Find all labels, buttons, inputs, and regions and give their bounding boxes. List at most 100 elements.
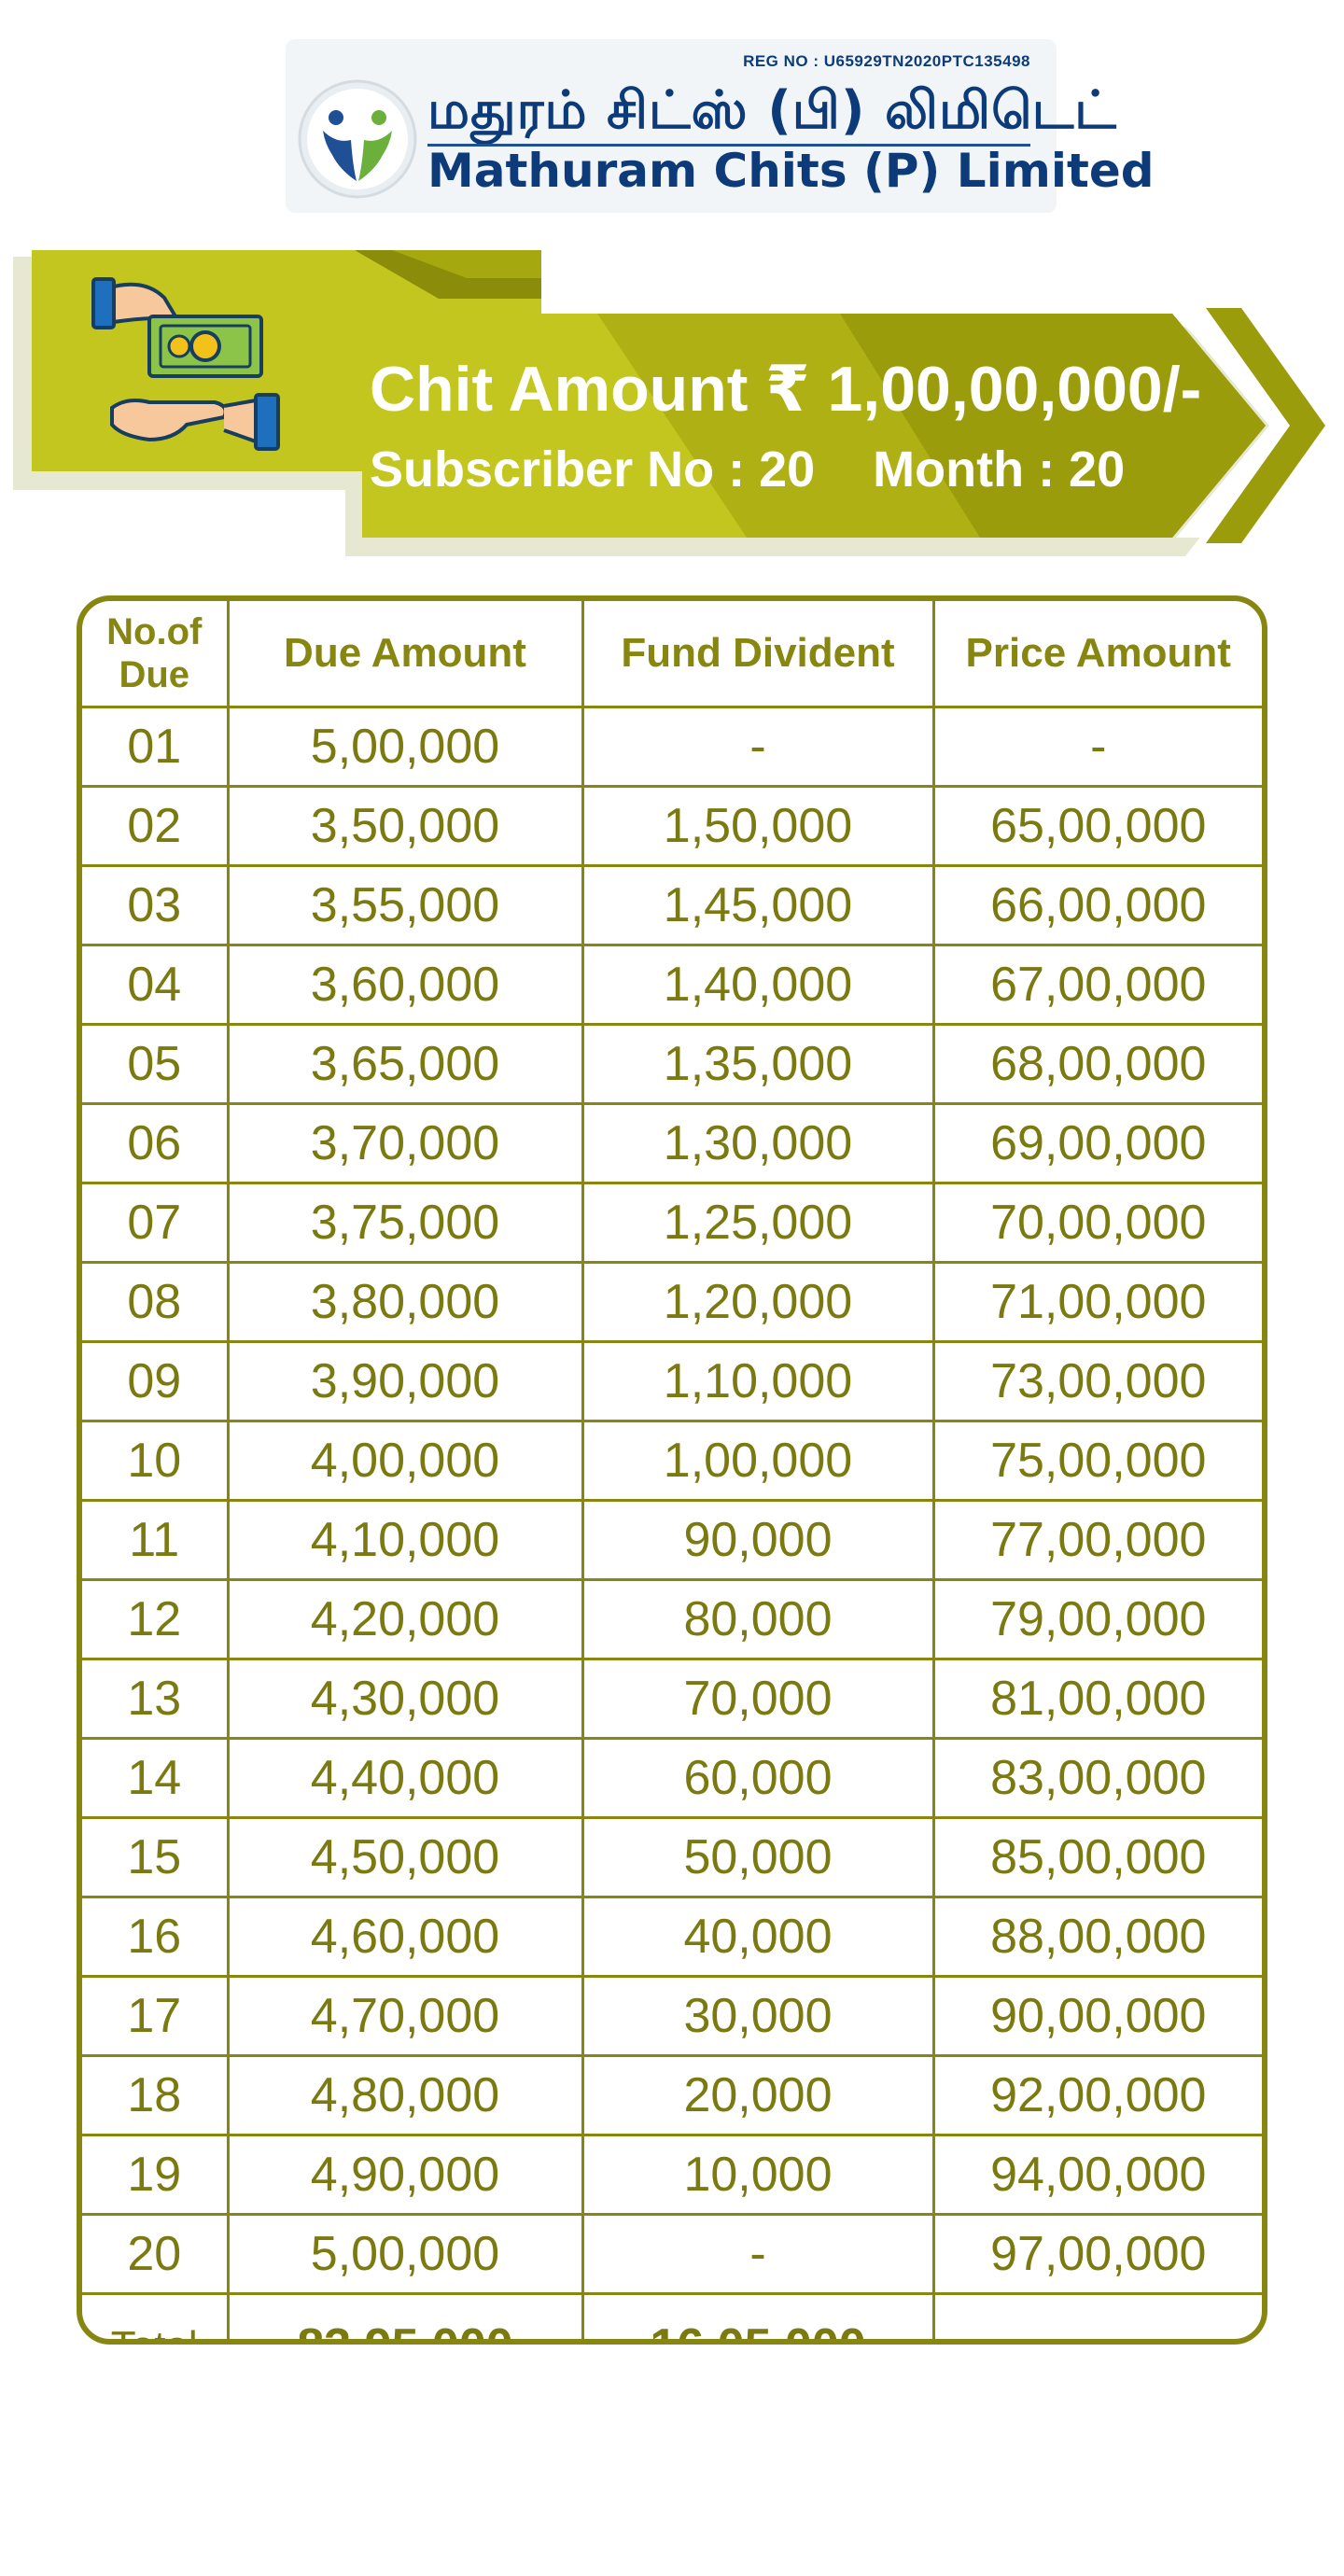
cell-due-amount: 4,70,000 (226, 1975, 584, 2057)
header-due-amount: Due Amount (226, 601, 584, 708)
chit-amount-heading: Chit Amount ₹ 1,00,00,000/- (370, 354, 1202, 425)
table-row: 12 4,20,000 80,000 79,00,000 (82, 1578, 1262, 1660)
cell-due-amount: 5,00,000 (226, 706, 584, 788)
cell-fund-divident: 1,35,000 (581, 1023, 935, 1105)
cell-no-of-due: 03 (82, 864, 230, 946)
cell-due-amount: 5,00,000 (226, 2213, 584, 2295)
total-due-amount: 83,95,000 (226, 2292, 584, 2339)
header-fund-divident: Fund Divident (581, 601, 935, 708)
cell-fund-divident: 70,000 (581, 1658, 935, 1740)
cell-due-amount: 4,80,000 (226, 2054, 584, 2136)
cell-price-amount: 94,00,000 (931, 2134, 1262, 2216)
subscriber-month-line: Subscriber No : 20 Month : 20 (370, 441, 1125, 498)
cell-no-of-due: 10 (82, 1420, 230, 1502)
cell-due-amount: 3,60,000 (226, 944, 584, 1026)
cell-fund-divident: 10,000 (581, 2134, 935, 2216)
cell-due-amount: 4,10,000 (226, 1499, 584, 1581)
month-count: Month : 20 (873, 441, 1126, 497)
cell-fund-divident: 1,00,000 (581, 1420, 935, 1502)
cell-price-amount: 65,00,000 (931, 785, 1262, 867)
cell-no-of-due: 06 (82, 1102, 230, 1184)
cell-fund-divident: - (581, 706, 935, 788)
cell-no-of-due: 11 (82, 1499, 230, 1581)
total-fund-divident: 16,05,000 (581, 2292, 935, 2339)
total-label: Total (82, 2292, 230, 2339)
cell-price-amount: 92,00,000 (931, 2054, 1262, 2136)
cell-no-of-due: 15 (82, 1816, 230, 1898)
cell-fund-divident: 1,50,000 (581, 785, 935, 867)
cell-price-amount: 97,00,000 (931, 2213, 1262, 2295)
cell-no-of-due: 16 (82, 1896, 230, 1978)
cell-due-amount: 4,60,000 (226, 1896, 584, 1978)
cell-due-amount: 4,90,000 (226, 2134, 584, 2216)
table-row: 17 4,70,000 30,000 90,00,000 (82, 1975, 1262, 2057)
logo-divider (427, 144, 1030, 147)
cell-no-of-due: 09 (82, 1340, 230, 1422)
cell-no-of-due: 17 (82, 1975, 230, 2057)
cell-no-of-due: 14 (82, 1737, 230, 1819)
table-row: 03 3,55,000 1,45,000 66,00,000 (82, 864, 1262, 946)
cell-no-of-due: 12 (82, 1578, 230, 1660)
company-name-english: Mathuram Chits (P) Limited (427, 144, 1155, 198)
cell-due-amount: 3,90,000 (226, 1340, 584, 1422)
cell-due-amount: 4,40,000 (226, 1737, 584, 1819)
cell-no-of-due: 19 (82, 2134, 230, 2216)
cell-due-amount: 3,70,000 (226, 1102, 584, 1184)
cell-no-of-due: 02 (82, 785, 230, 867)
cell-price-amount: 75,00,000 (931, 1420, 1262, 1502)
cell-fund-divident: 20,000 (581, 2054, 935, 2136)
cell-due-amount: 4,30,000 (226, 1658, 584, 1740)
cell-fund-divident: 80,000 (581, 1578, 935, 1660)
table-row: 19 4,90,000 10,000 94,00,000 (82, 2134, 1262, 2216)
cell-due-amount: 3,75,000 (226, 1182, 584, 1264)
cell-price-amount: - (931, 706, 1262, 788)
cell-price-amount: 66,00,000 (931, 864, 1262, 946)
cell-fund-divident: 50,000 (581, 1816, 935, 1898)
table-row: 07 3,75,000 1,25,000 70,00,000 (82, 1182, 1262, 1264)
cell-no-of-due: 20 (82, 2213, 230, 2295)
cell-due-amount: 4,00,000 (226, 1420, 584, 1502)
subscriber-number: Subscriber No : 20 (370, 441, 816, 497)
header-price-amount: Price Amount (931, 601, 1262, 708)
cell-no-of-due: 07 (82, 1182, 230, 1264)
cell-price-amount: 85,00,000 (931, 1816, 1262, 1898)
cell-price-amount: 67,00,000 (931, 944, 1262, 1026)
cell-due-amount: 3,65,000 (226, 1023, 584, 1105)
table-row: 09 3,90,000 1,10,000 73,00,000 (82, 1340, 1262, 1422)
table-row: 01 5,00,000- - (82, 706, 1262, 788)
table-row: 13 4,30,000 70,000 81,00,000 (82, 1658, 1262, 1740)
table-row: 06 3,70,000 1,30,000 69,00,000 (82, 1102, 1262, 1184)
cell-price-amount: 71,00,000 (931, 1261, 1262, 1343)
cell-fund-divident: 1,30,000 (581, 1102, 935, 1184)
table-row: 05 3,65,000 1,35,000 68,00,000 (82, 1023, 1262, 1105)
cell-no-of-due: 04 (82, 944, 230, 1026)
registration-number: REG NO : U65929TN2020PTC135498 (743, 52, 1030, 70)
cell-price-amount: 83,00,000 (931, 1737, 1262, 1819)
cell-fund-divident: 90,000 (581, 1499, 935, 1581)
money-exchange-icon (91, 277, 280, 451)
cell-price-amount: 77,00,000 (931, 1499, 1262, 1581)
chit-schedule-table: No.of Due Due Amount Fund Divident Price… (77, 595, 1267, 2345)
cell-no-of-due: 13 (82, 1658, 230, 1740)
cell-fund-divident: 60,000 (581, 1737, 935, 1819)
table-row: 15 4,50,000 50,000 85,00,000 (82, 1816, 1262, 1898)
cell-no-of-due: 18 (82, 2054, 230, 2136)
cell-due-amount: 4,20,000 (226, 1578, 584, 1660)
cell-no-of-due: 08 (82, 1261, 230, 1343)
cell-fund-divident: - (581, 2213, 935, 2295)
total-price-amount: - (931, 2292, 1262, 2339)
company-name-tamil: மதுரம் சிட்ஸ் (பி) லிமிடெட் (427, 80, 1117, 141)
table-row: 08 3,80,000 1,20,000 71,00,000 (82, 1261, 1262, 1343)
cell-due-amount: 3,55,000 (226, 864, 584, 946)
table-row: 20 5,00,000-97,00,000 (82, 2213, 1262, 2295)
cell-fund-divident: 1,45,000 (581, 864, 935, 946)
logo-emblem-icon (298, 79, 417, 199)
cell-fund-divident: 30,000 (581, 1975, 935, 2057)
table-body: 01 5,00,000- -02 3,50,000 1,50,000 65,00,000 0… (82, 706, 1262, 2339)
cell-fund-divident: 1,20,000 (581, 1261, 935, 1343)
cell-price-amount: 79,00,000 (931, 1578, 1262, 1660)
cell-price-amount: 68,00,000 (931, 1023, 1262, 1105)
table-row: 16 4,60,000 40,000 88,00,000 (82, 1896, 1262, 1978)
table-row: 11 4,10,000 90,000 77,00,000 (82, 1499, 1262, 1581)
table-row: 02 3,50,000 1,50,000 65,00,000 (82, 785, 1262, 867)
